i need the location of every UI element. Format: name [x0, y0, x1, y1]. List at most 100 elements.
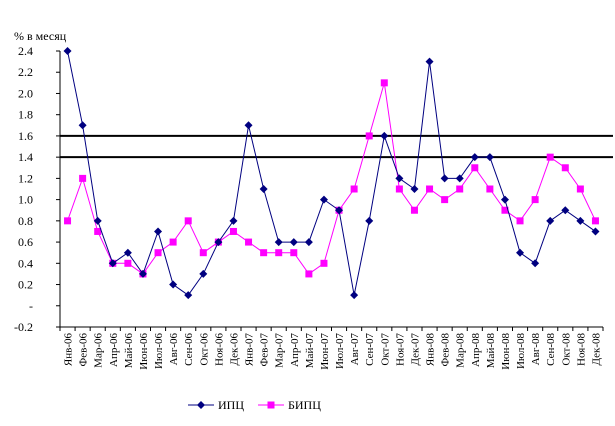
data-point — [138, 269, 147, 278]
data-point — [426, 185, 434, 193]
y-tick-label: 0.2 — [18, 278, 33, 292]
data-point — [485, 153, 494, 162]
y-tick-label: 2.0 — [18, 86, 33, 100]
y-tick-label: 1.2 — [18, 171, 33, 185]
data-point — [516, 248, 525, 257]
x-tick-label: Янв-07 — [244, 333, 256, 367]
x-tick-label: Сен-06 — [183, 333, 195, 366]
y-tick-label: 1.6 — [18, 129, 33, 143]
data-point — [290, 249, 298, 257]
x-tick-label: Окт-07 — [379, 333, 391, 366]
x-tick-label: Фев-06 — [78, 333, 90, 367]
x-tick-label: Фев-07 — [259, 333, 271, 367]
y-tick-label: 0.8 — [18, 214, 33, 228]
x-tick-label: Мар-08 — [455, 333, 467, 368]
data-point — [229, 216, 238, 225]
data-point — [486, 185, 494, 193]
data-point — [455, 174, 464, 183]
data-point — [531, 259, 540, 268]
data-point — [319, 195, 328, 204]
x-tick-label: Июл-08 — [515, 333, 527, 370]
x-tick-label: Июн-06 — [138, 333, 150, 370]
x-tick-label: Окт-08 — [560, 333, 572, 366]
data-point — [64, 217, 72, 225]
series-line — [67, 82, 596, 275]
data-point — [395, 185, 403, 193]
data-point — [591, 227, 600, 236]
y-tick-label: 0.4 — [18, 256, 33, 270]
x-tick-label: Июл-06 — [153, 333, 165, 370]
data-point — [274, 238, 283, 247]
data-point — [94, 227, 102, 235]
data-point — [63, 47, 72, 55]
x-tick-label: Авг-06 — [168, 333, 180, 366]
x-tick-label: Ноя-07 — [394, 333, 406, 366]
data-point — [410, 185, 419, 193]
data-point — [471, 164, 479, 172]
data-point — [184, 217, 192, 225]
data-point — [350, 185, 358, 193]
x-tick-label: Май-06 — [123, 333, 135, 369]
data-point — [169, 280, 178, 289]
legend-item: ИПЦ — [188, 398, 244, 412]
data-point — [516, 217, 524, 225]
data-point — [199, 249, 207, 257]
data-point — [365, 132, 373, 140]
x-tick-label: Окт-06 — [198, 333, 210, 366]
data-point — [350, 291, 359, 300]
x-tick-label: Янв-06 — [63, 333, 75, 367]
x-tick-label: Апр-08 — [470, 333, 482, 367]
y-tick-label: 2.2 — [18, 65, 33, 79]
data-point — [425, 57, 434, 66]
x-tick-label: Янв-08 — [425, 333, 437, 367]
x-tick-label: Июл-07 — [334, 333, 346, 370]
x-tick-label: Дек-08 — [590, 333, 602, 366]
x-tick-label: Мар-06 — [93, 333, 105, 368]
data-point — [440, 174, 449, 183]
series-line — [67, 50, 596, 296]
y-tick-label: 1.4 — [18, 150, 33, 164]
x-tick-label: Сен-08 — [545, 333, 557, 366]
data-point — [275, 249, 283, 257]
x-tick-label: Ноя-06 — [213, 333, 225, 366]
x-tick-label: Ноя-08 — [575, 333, 587, 366]
data-point — [305, 270, 313, 278]
x-tick-label: Июн-08 — [500, 333, 512, 370]
x-tick-label: Май-08 — [485, 333, 497, 369]
x-tick-label: Апр-06 — [108, 333, 120, 367]
data-point — [410, 206, 418, 214]
data-point — [184, 291, 193, 300]
data-point — [365, 216, 374, 225]
y-tick-label: - — [29, 299, 33, 313]
x-tick-label: Апр-07 — [289, 333, 301, 367]
x-tick-label: Фев-08 — [440, 333, 452, 367]
data-point — [561, 206, 570, 215]
x-tick-label: Авг-08 — [530, 333, 542, 366]
data-point — [124, 259, 132, 267]
x-tick-label: Дек-06 — [228, 333, 240, 366]
y-tick-label: 1.0 — [18, 193, 33, 207]
x-tick-label: Авг-07 — [349, 333, 361, 366]
data-point — [108, 259, 117, 268]
data-point — [561, 164, 569, 172]
data-point — [229, 227, 237, 235]
data-point — [576, 216, 585, 225]
legend-item: БИПЦ — [258, 398, 321, 412]
data-point — [199, 269, 208, 278]
data-point — [214, 238, 223, 247]
x-tick-label: Дек-07 — [409, 333, 421, 366]
data-point — [395, 174, 404, 183]
data-point — [576, 185, 584, 193]
data-point — [380, 131, 389, 140]
x-tick-label: Июн-07 — [319, 333, 331, 370]
x-tick-label: Мар-07 — [274, 333, 286, 368]
x-tick-label: Май-07 — [304, 333, 316, 369]
y-axis-label: % в месяц — [14, 29, 67, 43]
data-point — [501, 206, 509, 214]
data-point — [470, 153, 479, 162]
data-point — [304, 238, 313, 247]
data-point — [546, 153, 554, 161]
data-point — [259, 185, 268, 193]
data-point — [154, 227, 163, 236]
